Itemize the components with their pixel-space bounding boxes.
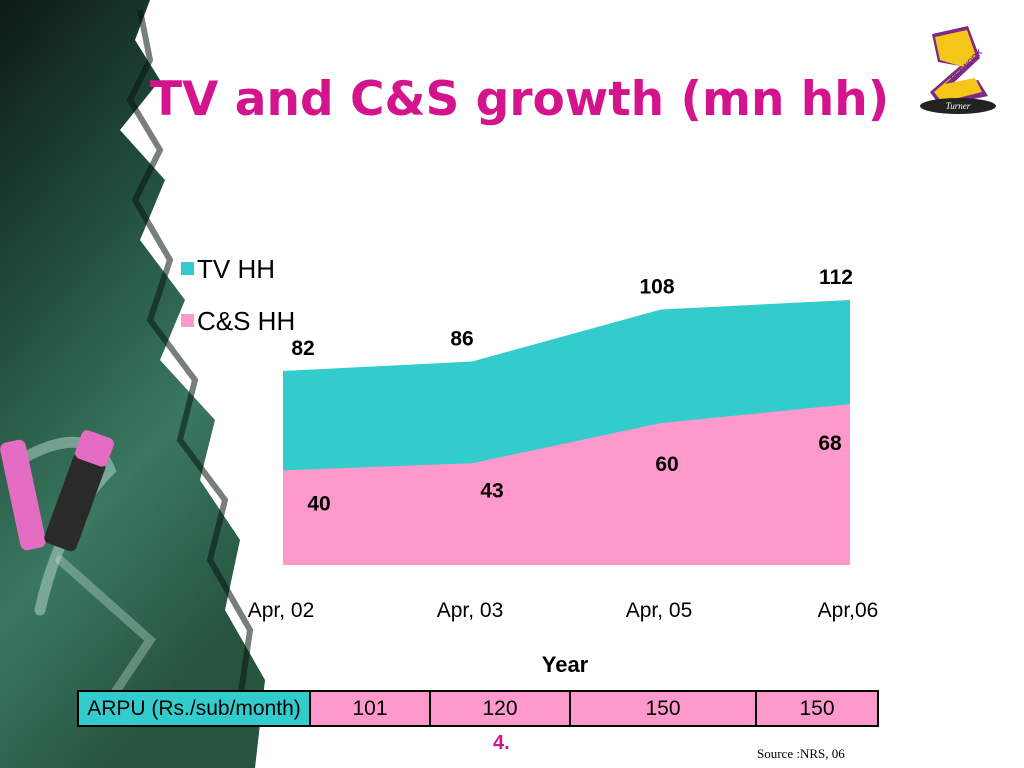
area-c-s-hh (283, 404, 850, 565)
arpu-value-apr05: 150 (569, 690, 757, 727)
legend-label-c-s-hh: C&S HH (197, 306, 295, 336)
arpu-value-apr06: 150 (755, 690, 879, 727)
turner-wordmark: Turner (920, 98, 996, 114)
x-tick-label-3: Apr,06 (818, 599, 879, 622)
chalk-black-pink (44, 430, 114, 552)
arpu-row: ARPU (Rs./sub/month) 101 120 150 150 (77, 690, 879, 727)
arpu-table: ARPU (Rs./sub/month) 101 120 150 150 (77, 690, 879, 727)
svg-text:Turner: Turner (946, 101, 971, 111)
data-label-tv-hh-1: 86 (450, 328, 473, 351)
data-label-tv-hh-2: 108 (639, 275, 674, 298)
arpu-value-apr02: 101 (309, 690, 431, 727)
legend-swatch-c-s-hh (181, 314, 194, 327)
x-tick-label-2: Apr, 05 (626, 599, 693, 622)
page-number: 4. (493, 732, 510, 754)
x-tick-label-1: Apr, 03 (437, 599, 504, 622)
arpu-label: ARPU (Rs./sub/month) (77, 690, 311, 727)
data-label-tv-hh-3: 112 (819, 266, 853, 289)
data-label-c-s-hh-1: 43 (480, 479, 503, 502)
source-note: Source :NRS, 06 (757, 746, 845, 761)
legend-swatch-tv-hh (181, 262, 194, 275)
page-title: TV and C&S growth (mn hh) (150, 72, 890, 127)
data-label-tv-hh-0: 82 (291, 337, 314, 360)
data-label-c-s-hh-3: 68 (818, 432, 842, 455)
x-tick-label-0: Apr, 02 (248, 599, 315, 622)
data-label-c-s-hh-0: 40 (307, 492, 330, 515)
legend-label-tv-hh: TV HH (197, 254, 275, 284)
chalkboard-decoration (0, 0, 265, 768)
x-axis-title: Year (542, 652, 589, 677)
data-label-c-s-hh-2: 60 (655, 453, 678, 476)
network-logo: NETWORK Turner (920, 26, 996, 114)
chalk-pink (0, 439, 46, 551)
arpu-value-apr03: 120 (429, 690, 571, 727)
